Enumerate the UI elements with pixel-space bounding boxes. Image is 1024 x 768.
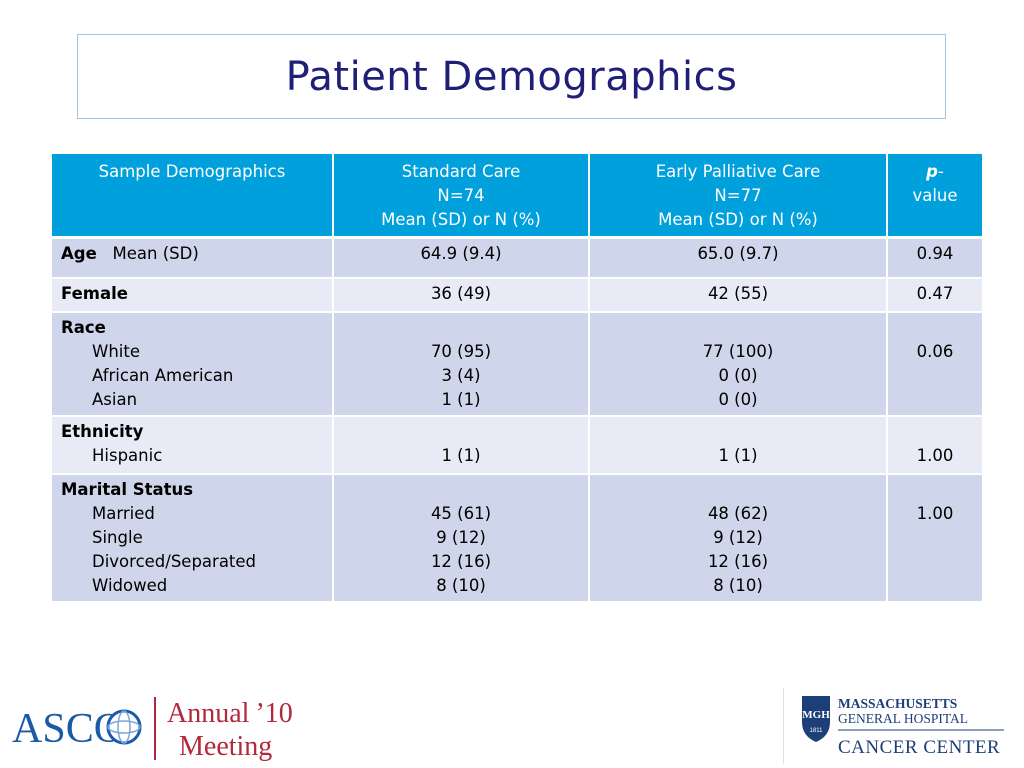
- row-label: Ethnicity Hispanic: [52, 415, 334, 475]
- header-sample-demographics: Sample Demographics: [52, 154, 334, 238]
- cell-standard: 64.9 (9.4): [333, 237, 590, 279]
- row-label: Female: [52, 277, 334, 313]
- table-row-age: Age Mean (SD) 64.9 (9.4) 65.0 (9.7) 0.94: [52, 237, 982, 279]
- table-row-ethnicity: Ethnicity Hispanic 1 (1) 1 (1) 1.00: [52, 415, 982, 475]
- asco-annual-meeting-logo: ASCO Annual ’10 Meeting: [12, 697, 293, 762]
- race-item: Asian: [92, 389, 138, 409]
- cell-early: 42 (55): [589, 277, 888, 313]
- header-early-palliative-care: Early Palliative Care N=77 Mean (SD) or …: [589, 154, 888, 238]
- row-label: Marital Status Married Single Divorced/S…: [52, 473, 334, 603]
- row-label: Race White African American Asian: [52, 311, 334, 417]
- marital-item: Single: [92, 527, 143, 547]
- mgh-shield-icon: MGH 1811: [802, 696, 830, 742]
- marital-item: Widowed: [92, 575, 168, 595]
- race-item: White: [92, 341, 140, 361]
- mgh-badge-year: 1811: [810, 728, 824, 734]
- header-p-value: p- value: [887, 154, 982, 238]
- cell-standard: 1 (1): [333, 415, 590, 475]
- mgh-cancer-center-logo: MGH 1811 MASSACHUSETTS GENERAL HOSPITAL …: [783, 688, 1004, 764]
- asco-text: ASCO: [12, 706, 124, 752]
- cell-early: 48 (62) 9 (12) 12 (16) 8 (10): [589, 473, 888, 603]
- mgh-badge-text: MGH: [802, 709, 830, 721]
- ethnicity-item: Hispanic: [92, 445, 163, 465]
- cell-early: 65.0 (9.7): [589, 237, 888, 279]
- mgh-line1: MASSACHUSETTS: [838, 696, 957, 711]
- cell-p: 0.94: [887, 237, 982, 279]
- cell-early: 77 (100) 0 (0) 0 (0): [589, 311, 888, 417]
- table-header-row: Sample Demographics Standard Care N=74 M…: [52, 154, 982, 238]
- race-item: African American: [92, 365, 234, 385]
- row-label: Age Mean (SD): [52, 237, 334, 279]
- title-box: Patient Demographics: [77, 34, 946, 119]
- marital-item: Married: [92, 503, 155, 523]
- page-title: Patient Demographics: [285, 53, 738, 100]
- table-row-race: Race White African American Asian 70 (95…: [52, 311, 982, 417]
- table-row-marital-status: Marital Status Married Single Divorced/S…: [52, 473, 982, 603]
- cell-p: 0.06: [887, 311, 982, 417]
- table-row-female: Female 36 (49) 42 (55) 0.47: [52, 277, 982, 313]
- cell-standard: 36 (49): [333, 277, 590, 313]
- cell-p: 1.00: [887, 415, 982, 475]
- cell-p: 0.47: [887, 277, 982, 313]
- cell-p: 1.00: [887, 473, 982, 603]
- cell-standard: 70 (95) 3 (4) 1 (1): [333, 311, 590, 417]
- meeting-text: Meeting: [179, 731, 272, 762]
- marital-item: Divorced/Separated: [92, 551, 257, 571]
- annual-text: Annual ’10: [167, 698, 293, 729]
- globe-icon: [106, 709, 142, 745]
- header-standard-care: Standard Care N=74 Mean (SD) or N (%): [333, 154, 590, 238]
- mgh-line2: GENERAL HOSPITAL: [838, 711, 968, 726]
- demographics-table: Sample Demographics Standard Care N=74 M…: [52, 154, 982, 603]
- mgh-line3: CANCER CENTER: [838, 737, 1000, 758]
- cell-early: 1 (1): [589, 415, 888, 475]
- cell-standard: 45 (61) 9 (12) 12 (16) 8 (10): [333, 473, 590, 603]
